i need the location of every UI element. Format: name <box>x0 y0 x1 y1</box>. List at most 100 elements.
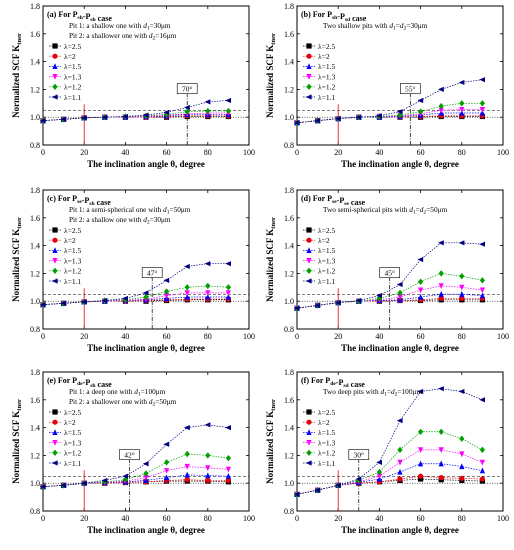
legend-label: λ=1.3 <box>318 438 335 447</box>
y-tick-label: 1.8 <box>30 186 40 195</box>
legend-marker <box>306 227 312 233</box>
legend-marker <box>306 63 312 69</box>
y-tick-label: 1.8 <box>284 186 294 195</box>
series-line-3 <box>42 466 229 488</box>
annotation-label: 42° <box>124 451 135 460</box>
legend-marker <box>306 43 312 49</box>
chart-panel-b: 0 20 40 60 80 100 0.8 1.0 1.2 1.4 1.6 1.8 The inclin… <box>265 2 509 169</box>
data-point <box>164 474 170 481</box>
legend-marker <box>52 74 58 80</box>
data-point <box>479 287 485 294</box>
chart-panel-e: 0 20 40 60 80 100 0.8 1.0 1.2 1.4 1.6 1.8 The inclin… <box>11 368 255 535</box>
y-tick-label: 0.8 <box>30 507 40 516</box>
data-point <box>225 454 231 462</box>
plot-frame <box>296 5 504 146</box>
y-tick-label: 1.6 <box>284 396 294 405</box>
x-tick-label: 0 <box>41 514 45 523</box>
data-point <box>459 284 465 291</box>
data-point <box>396 109 403 115</box>
x-tick-label: 40 <box>121 514 129 523</box>
data-point <box>314 118 321 124</box>
data-point <box>397 446 403 454</box>
x-tick-label: 80 <box>204 148 212 157</box>
panel-subtitle: Pit 1: a semi-spherical one with d1=50μm <box>69 205 191 216</box>
data-point <box>438 475 444 481</box>
data-point <box>225 97 231 104</box>
data-point <box>101 114 108 120</box>
data-point <box>459 100 465 107</box>
annotation-box <box>399 83 421 94</box>
legend-label: λ=1.1 <box>318 277 335 286</box>
data-point <box>142 112 149 118</box>
legend-label: λ=1.5 <box>318 246 335 255</box>
legend-label: λ=1.1 <box>318 459 335 468</box>
data-point <box>142 290 149 296</box>
data-point <box>335 482 341 488</box>
data-point <box>355 476 362 482</box>
data-point <box>39 484 46 490</box>
data-point <box>184 477 190 483</box>
x-tick-label: 20 <box>334 514 342 523</box>
data-point <box>479 476 485 482</box>
legend-marker <box>52 227 58 233</box>
data-point <box>458 388 465 395</box>
y-tick-label: 0.8 <box>284 507 294 516</box>
data-point <box>60 482 67 488</box>
y-tick-label: 1.4 <box>30 242 40 251</box>
legend-label: λ=1.3 <box>64 438 81 447</box>
data-point <box>225 425 231 431</box>
panel-subtitle: Two deep pits with d1=d2=100μm <box>323 387 422 398</box>
panel-title: (a) For Psh-Psh case <box>47 10 112 23</box>
x-tick-label: 80 <box>458 332 466 341</box>
data-point <box>205 293 211 300</box>
y-tick-label: 1.0 <box>30 113 40 122</box>
data-point <box>438 447 444 454</box>
legend-marker <box>306 419 312 425</box>
panel-subtitle: Pit 2: a shallow one with d2=30μm <box>69 215 171 226</box>
legend-label: λ=1.1 <box>318 93 335 102</box>
legend-marker <box>51 94 58 100</box>
data-point <box>81 299 87 305</box>
data-point <box>418 476 424 482</box>
data-point <box>479 106 485 113</box>
data-point <box>459 291 465 297</box>
data-point <box>164 459 170 466</box>
y-tick-label: 1.2 <box>30 85 40 94</box>
y-tick-label: 0.8 <box>30 325 40 334</box>
y-tick-label: 1.0 <box>284 479 294 488</box>
legend-label: λ=2.5 <box>318 226 335 235</box>
x-axis-label: The inclination angle θ, degree <box>87 159 205 169</box>
x-tick-label: 0 <box>41 148 45 157</box>
data-point <box>418 447 424 454</box>
legend-label: λ=1.2 <box>318 83 335 92</box>
y-tick-label: 1.8 <box>284 368 294 377</box>
legend-marker <box>52 83 58 90</box>
panel-subtitle: Two semi-spherical pits with d1=d2=50μm <box>323 205 448 216</box>
chart-panel-a: 0 20 40 60 80 100 0.8 1.0 1.2 1.4 1.6 1.8 The inclin… <box>11 2 255 169</box>
data-point <box>204 99 211 105</box>
data-point <box>418 108 424 115</box>
data-point <box>184 450 190 458</box>
x-tick-label: 80 <box>204 514 212 523</box>
legend-label: λ=1.3 <box>64 72 81 81</box>
data-point <box>438 107 444 114</box>
data-point <box>376 295 382 302</box>
x-tick-label: 80 <box>458 514 466 523</box>
y-axis-label: Normalized SCF Ktner <box>11 217 23 302</box>
data-point <box>417 256 424 263</box>
data-point <box>459 451 465 458</box>
panel-subtitle: Two shallow pits with d1=d2=30μm <box>323 21 428 32</box>
annotation-box <box>348 449 370 460</box>
legend-label: λ=1.2 <box>318 267 335 276</box>
legend-label: λ=2 <box>318 52 330 61</box>
data-point <box>184 463 190 470</box>
data-point <box>101 477 108 484</box>
legend-marker <box>52 419 58 425</box>
y-axis-label: Normalized SCF Ktner <box>265 217 277 302</box>
y-tick-label: 1.2 <box>284 451 294 460</box>
panel-title: (c) For Pse-Psh case <box>47 194 111 207</box>
data-point <box>164 293 170 299</box>
legend-label: λ=1.2 <box>64 83 81 92</box>
legend-label: λ=2.5 <box>64 42 81 51</box>
data-point <box>205 465 211 472</box>
